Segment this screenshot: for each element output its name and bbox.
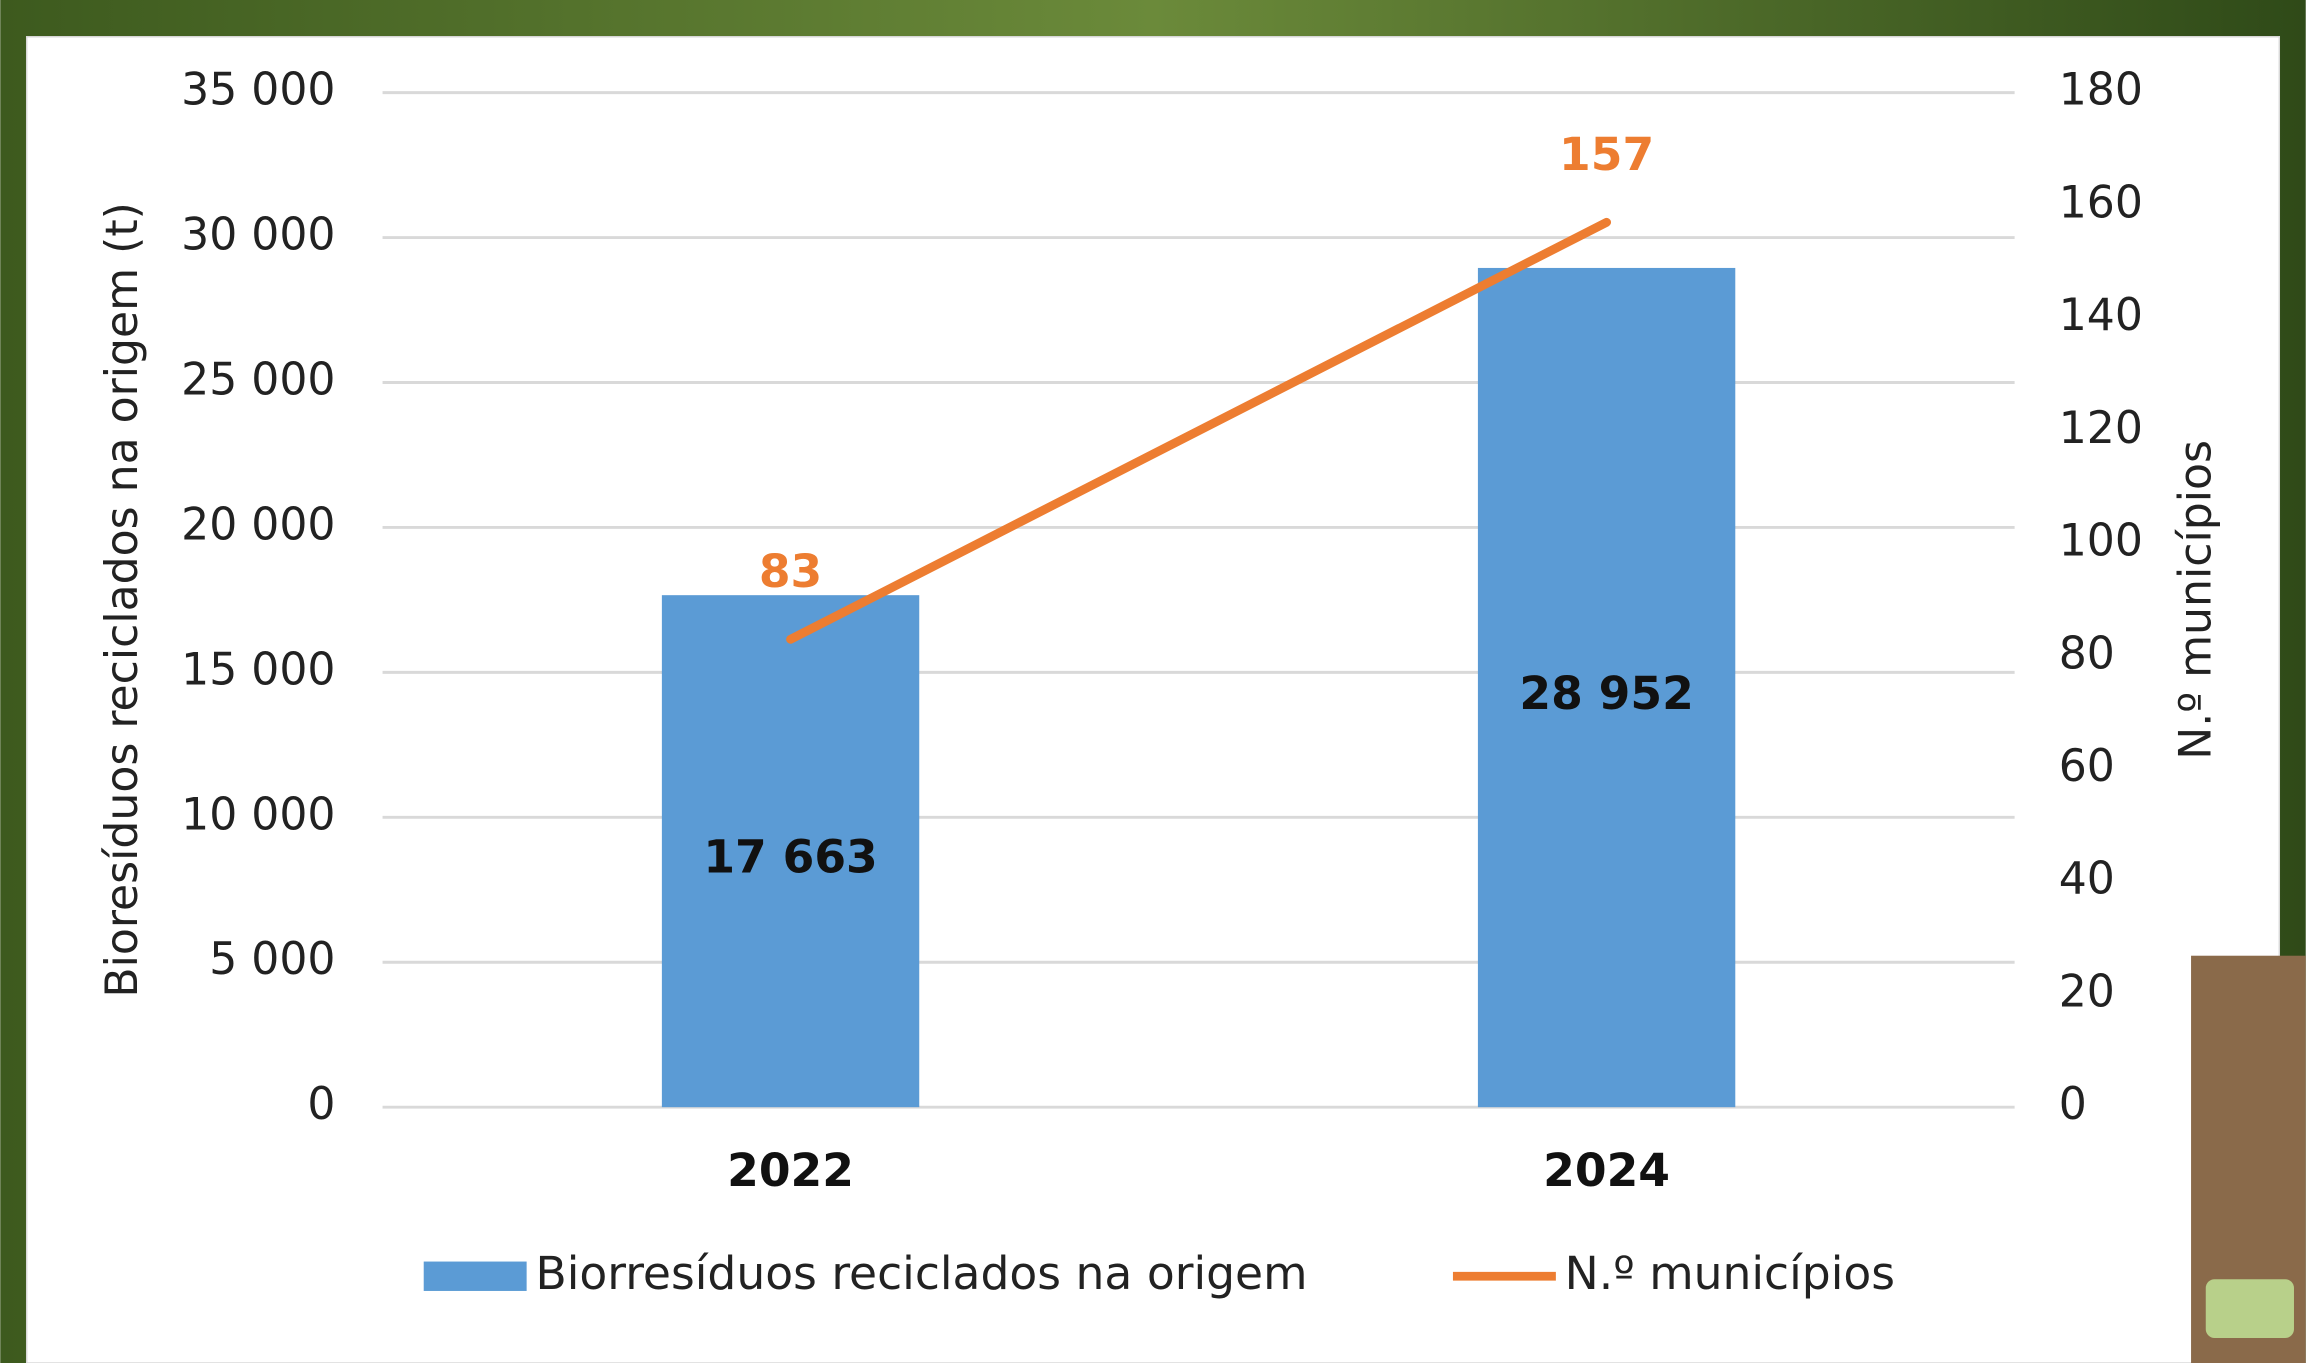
y2-tick-label: 0 [2059, 1079, 2087, 1130]
x-tick-label: 2022 [727, 1144, 854, 1197]
bar-value-label: 28 952 [1519, 667, 1693, 720]
legend-label: Biorresíduos reciclados na origem [535, 1247, 1307, 1300]
y-tick-label: 5 000 [209, 934, 335, 985]
y2-tick-label: 180 [2059, 65, 2143, 116]
legend-swatch [424, 1262, 527, 1291]
y-axis-title: Bioresíduos reciclados na origem (t) [97, 202, 148, 998]
y2-tick-label: 60 [2059, 741, 2115, 792]
y2-tick-label: 100 [2059, 516, 2143, 567]
chart-panel [27, 37, 2280, 1363]
y-tick-label: 20 000 [181, 499, 335, 550]
line-value-label: 83 [759, 545, 822, 598]
y-tick-label: 25 000 [181, 354, 335, 405]
legend-label: N.º municípios [1565, 1247, 1895, 1300]
y-tick-label: 0 [307, 1079, 335, 1130]
y2-tick-label: 160 [2059, 177, 2143, 228]
y-tick-label: 10 000 [181, 789, 335, 840]
y2-tick-label: 20 [2059, 966, 2115, 1017]
x-tick-label: 2024 [1543, 1144, 1670, 1197]
photo-device [2206, 1279, 2294, 1338]
chart: Bioresíduos reciclados na origem (t) N.º… [0, 0, 2306, 1363]
y2-axis-title: N.º municípios [2170, 440, 2221, 760]
y-tick-label: 30 000 [181, 210, 335, 261]
y2-tick-label: 80 [2059, 628, 2115, 679]
page: {"chart_data": {"type": "bar", "categori… [0, 0, 2306, 1363]
line-value-label: 157 [1559, 128, 1654, 181]
y2-tick-label: 120 [2059, 403, 2143, 454]
y-tick-label: 35 000 [181, 65, 335, 116]
y-tick-label: 15 000 [181, 644, 335, 695]
y2-tick-label: 140 [2059, 290, 2143, 341]
y2-tick-label: 40 [2059, 854, 2115, 905]
bar-value-label: 17 663 [703, 830, 877, 883]
